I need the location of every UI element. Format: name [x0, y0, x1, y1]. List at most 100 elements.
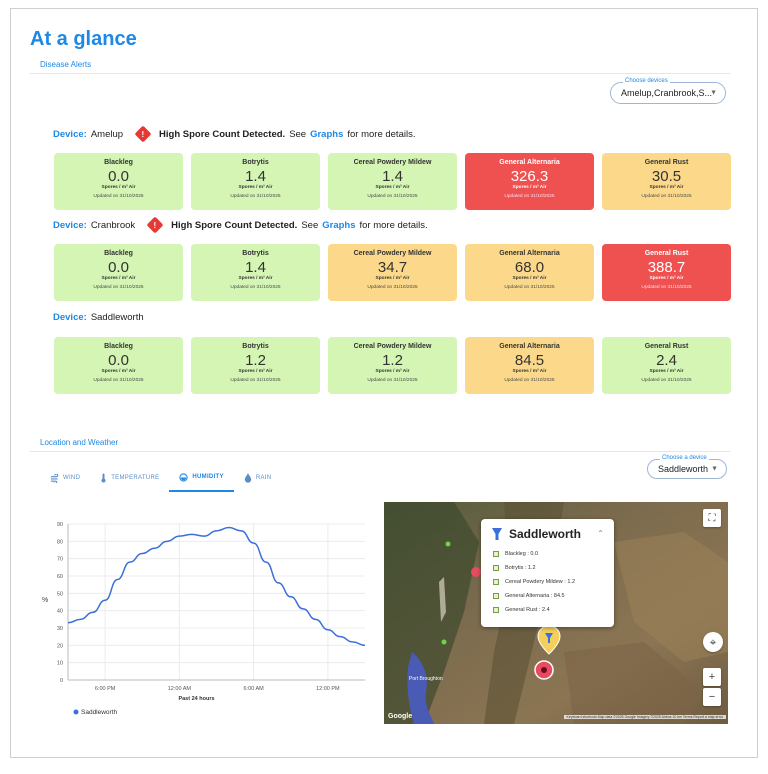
card-value: 1.2	[245, 352, 266, 369]
card-unit: Spores / m³ Air	[101, 185, 136, 190]
card-unit: Spores / m³ Air	[512, 185, 547, 190]
card-value: 84.5	[514, 352, 545, 369]
humidity-icon	[179, 472, 189, 482]
card-updated: Updated on 31/10/2025	[504, 194, 555, 199]
card-updated: Updated on 31/10/2025	[641, 194, 692, 199]
chevron-down-icon: ▼	[711, 465, 718, 473]
popup-item: Botrytis : 1.2	[493, 565, 536, 571]
card-title: General Rust	[644, 343, 689, 350]
location-weather-label: Location and Weather	[40, 438, 119, 447]
card-title: Blackleg	[104, 343, 133, 350]
zoom-in-button[interactable]: +	[703, 668, 721, 686]
alert-suffix: for more details.	[347, 128, 416, 140]
card-unit: Spores / m³ Air	[238, 185, 273, 190]
card-title: Botrytis	[242, 159, 269, 166]
alert-suffix: for more details.	[359, 219, 428, 231]
checkbox-icon	[493, 607, 499, 613]
fullscreen-button[interactable]: ⛶	[703, 509, 721, 527]
humidity-chart: 0 10 20 30 40 50 60 70 80 90 6:00 PM 12:00 AM 6:00 A…	[30, 512, 375, 727]
disease-card: General Rust 388.7 Spores / m³ Air Updated …	[602, 244, 731, 301]
legend-label: Saddleworth	[81, 709, 118, 716]
tab-humidity[interactable]: HUMIDITY	[169, 464, 234, 492]
card-unit: Spores / m³ Air	[649, 369, 684, 374]
disease-card: Botrytis 1.2 Spores / m³ Air Updated on 31/…	[191, 337, 320, 394]
card-updated: Updated on 31/10/2025	[367, 194, 418, 199]
google-logo: Google	[388, 713, 413, 720]
disease-card: Blackleg 0.0 Spores / m³ Air Updated on 31/…	[54, 337, 183, 394]
card-updated: Updated on 31/10/2025	[367, 378, 418, 383]
tab-temperature[interactable]: TEMPERATURE	[90, 464, 169, 492]
card-updated: Updated on 31/10/2025	[230, 194, 281, 199]
weather-tabs: WIND TEMPERATURE HUMIDITY RAIN	[40, 464, 281, 492]
crosshair-icon: ⌖	[709, 634, 717, 649]
card-updated: Updated on 31/10/2025	[93, 285, 144, 290]
card-title: General Alternaria	[499, 159, 560, 166]
zoom-out-button[interactable]: −	[703, 688, 721, 706]
thermometer-icon	[101, 473, 106, 483]
device-name: Cranbrook	[90, 219, 136, 231]
map-marker-icon[interactable]	[537, 625, 561, 655]
tab-wind[interactable]: WIND	[40, 464, 90, 492]
divider	[30, 73, 730, 74]
graphs-link[interactable]: Graphs	[310, 128, 344, 140]
fullscreen-icon: ⛶	[708, 512, 716, 524]
graphs-link[interactable]: Graphs	[322, 219, 356, 231]
x-tick-label: 12:00 PM	[316, 686, 340, 692]
device-key-label: Device:	[53, 128, 87, 140]
x-tick-label: 6:00 AM	[244, 686, 265, 692]
card-value: 326.3	[510, 168, 549, 185]
checkbox-icon	[493, 551, 499, 557]
x-tick-label: 6:00 PM	[95, 686, 116, 692]
y-tick-label: 80	[57, 539, 63, 545]
locate-button[interactable]: ⌖	[703, 632, 723, 652]
alert-see: See	[301, 219, 319, 231]
humidity-chart-svg: 0 10 20 30 40 50 60 70 80 90 6:00 PM 12:00 AM 6:00 A…	[42, 522, 366, 716]
card-value: 0.0	[108, 352, 129, 369]
card-value: 0.0	[108, 259, 129, 276]
minus-icon: −	[708, 691, 716, 703]
card-unit: Spores / m³ Air	[238, 369, 273, 374]
disease-card: General Rust 30.5 Spores / m³ Air Updated o…	[602, 153, 731, 210]
card-updated: Updated on 31/10/2025	[230, 378, 281, 383]
device-heading: Device: Amelup! High Spore Count Detected.…	[53, 125, 416, 143]
card-unit: Spores / m³ Air	[101, 276, 136, 281]
card-value: 1.2	[382, 352, 403, 369]
card-updated: Updated on 31/10/2025	[230, 285, 281, 290]
checkbox-icon	[493, 565, 499, 571]
y-tick-label: 20	[57, 643, 63, 649]
tab-rain[interactable]: RAIN	[234, 464, 282, 492]
warning-icon: !	[146, 216, 164, 234]
plus-icon: +	[708, 671, 716, 683]
popup-item: Blackleg : 0.0	[493, 551, 538, 557]
device-multiselect[interactable]: Choose devices Amelup,Cranbrook,S... ▼	[610, 78, 726, 104]
card-updated: Updated on 31/10/2025	[367, 285, 418, 290]
disease-card: Blackleg 0.0 Spores / m³ Air Updated on 31/…	[54, 244, 183, 301]
chevron-up-icon[interactable]: ⌃	[597, 529, 604, 538]
chevron-down-icon: ▼	[710, 89, 717, 97]
card-unit: Spores / m³ Air	[375, 369, 410, 374]
card-title: General Alternaria	[499, 343, 560, 350]
disease-card: Botrytis 1.4 Spores / m³ Air Updated on 31/…	[191, 244, 320, 301]
card-unit: Spores / m³ Air	[512, 276, 547, 281]
card-value: 388.7	[647, 259, 686, 276]
device-select[interactable]: Choose a device Saddleworth ▼	[647, 455, 727, 479]
y-tick-label: 10	[57, 661, 63, 667]
checkbox-icon	[493, 579, 499, 585]
card-value: 30.5	[651, 168, 682, 185]
popup-item: General Alternaria : 84.5	[493, 593, 565, 599]
card-updated: Updated on 31/10/2025	[93, 194, 144, 199]
warning-icon: !	[134, 125, 152, 143]
x-tick-label: 12:00 AM	[168, 686, 192, 692]
card-title: General Rust	[644, 250, 689, 257]
disease-card: General Alternaria 68.0 Spores / m³ Air Upd…	[465, 244, 594, 301]
device-key-label: Device:	[53, 312, 87, 323]
select-value: Amelup,Cranbrook,S...	[621, 88, 713, 98]
card-title: Botrytis	[242, 250, 269, 257]
x-axis-label: Past 24 hours	[178, 696, 214, 702]
card-title: Blackleg	[104, 250, 133, 257]
device-key-label: Device:	[53, 219, 87, 231]
disease-card: Blackleg 0.0 Spores / m³ Air Updated on 31/…	[54, 153, 183, 210]
card-unit: Spores / m³ Air	[649, 276, 684, 281]
card-unit: Spores / m³ Air	[238, 276, 273, 281]
select-legend: Choose a device	[660, 455, 709, 461]
